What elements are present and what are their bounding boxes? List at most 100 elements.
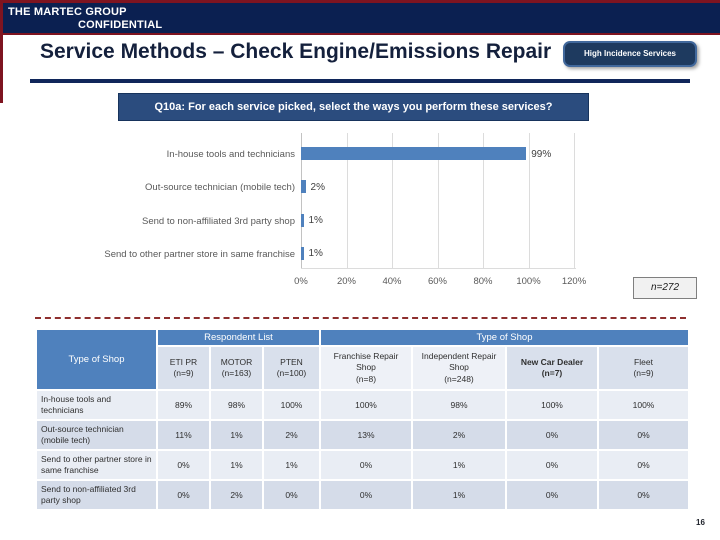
- table-value-cell: 1%: [211, 451, 262, 479]
- chart-category-label: Send to non-affiliated 3rd party shop: [142, 215, 295, 227]
- table-value-cell: 0%: [599, 421, 688, 449]
- column-header-n: (n=100): [276, 368, 307, 378]
- table-corner-header: Type of Shop: [37, 330, 156, 389]
- table-value-cell: 1%: [413, 481, 505, 509]
- table-value-cell: 0%: [264, 481, 319, 509]
- chart-gridline: [574, 133, 575, 268]
- table-value-cell: 98%: [211, 391, 262, 419]
- table-value-cell: 1%: [413, 451, 505, 479]
- table-value-cell: 0%: [158, 451, 209, 479]
- table-column-header: Franchise Repair Shop (n=8): [321, 347, 411, 389]
- table-column-header: ETI PR (n=9): [158, 347, 209, 389]
- x-axis-tick-label: 0%: [294, 276, 308, 287]
- chart-gridline: [392, 133, 393, 268]
- table-value-cell: 0%: [507, 451, 597, 479]
- table-value-cell: 100%: [321, 391, 411, 419]
- company-name: THE MARTEC GROUP: [8, 6, 127, 18]
- table-value-cell: 13%: [321, 421, 411, 449]
- table-row-label: Send to non-affiliated 3rd party shop: [37, 481, 156, 509]
- column-header-label: MOTOR: [220, 356, 253, 367]
- table-column-header: PTEN (n=100): [264, 347, 319, 389]
- table-value-cell: 98%: [413, 391, 505, 419]
- chart-gridline: [528, 133, 530, 268]
- table-value-cell: 11%: [158, 421, 209, 449]
- table-value-cell: 0%: [599, 451, 688, 479]
- column-header-label: PTEN: [280, 356, 303, 367]
- top-red-stripe: [0, 0, 720, 3]
- x-axis-tick-label: 20%: [336, 276, 356, 287]
- table-column-header: New Car Dealer (n=7): [507, 347, 597, 389]
- header-band-underline: [0, 33, 720, 35]
- chart-gridline: [346, 133, 348, 268]
- table-value-cell: 0%: [507, 421, 597, 449]
- column-header-n: (n=163): [221, 368, 252, 378]
- table-value-cell: 1%: [211, 421, 262, 449]
- table-column-header-row: ETI PR (n=9) MOTOR (n=163) PTEN (n=100) Franch…: [37, 347, 688, 389]
- chart-gridline: [437, 133, 439, 268]
- column-header-label: Franchise Repair Shop: [333, 351, 399, 373]
- chart-bar: [301, 180, 306, 194]
- table-value-cell: 1%: [264, 451, 319, 479]
- chart-bar: [301, 246, 304, 260]
- x-axis-tick-label: 120%: [561, 276, 587, 287]
- chart-gridline: [301, 133, 302, 268]
- table-value-cell: 89%: [158, 391, 209, 419]
- chart-category-label: Out-source technician (mobile tech): [145, 182, 295, 194]
- column-header-n: (n=8): [355, 373, 377, 384]
- table-value-cell: 0%: [321, 451, 411, 479]
- table-row: Out-source technician (mobile tech) 11% 1%…: [37, 421, 688, 449]
- table-value-cell: 0%: [599, 481, 688, 509]
- column-header-label: Independent Repair Shop: [421, 351, 497, 373]
- page-title: Service Methods – Check Engine/Emissions…: [40, 40, 552, 63]
- table-row-label: In-house tools and technicians: [37, 391, 156, 419]
- column-header-label: New Car Dealer: [520, 356, 584, 367]
- table-value-cell: 100%: [599, 391, 688, 419]
- chart-gridline: [483, 133, 484, 268]
- table-row: Send to other partner store in same fran…: [37, 451, 688, 479]
- chart-bar: [301, 147, 527, 160]
- high-incidence-services-button[interactable]: High Incidence Services: [563, 41, 697, 67]
- chart-bar: [301, 213, 304, 227]
- column-header-label: ETI PR: [169, 356, 198, 367]
- table-value-cell: 2%: [264, 421, 319, 449]
- table-value-cell: 2%: [413, 421, 505, 449]
- table-column-header: Fleet (n=9): [599, 347, 688, 389]
- table-value-cell: 2%: [211, 481, 262, 509]
- table-group-header: Respondent List: [158, 330, 319, 345]
- table-value-cell: 0%: [507, 481, 597, 509]
- bar-value-label: 2%: [310, 181, 325, 193]
- left-red-stripe: [0, 0, 3, 103]
- table-column-header: Independent Repair Shop (n=248): [413, 347, 505, 389]
- table-group-header-row: Type of Shop Respondent List Type of Shop: [37, 330, 688, 389]
- table-value-cell: 100%: [264, 391, 319, 419]
- table-value-cell: 0%: [321, 481, 411, 509]
- table-column-header: MOTOR (n=163): [211, 347, 262, 389]
- chart-baseline: [301, 268, 576, 269]
- table-row: Send to non-affiliated 3rd party shop 0% 2…: [37, 481, 688, 509]
- chart-category-label: Send to other partner store in same fran…: [104, 248, 295, 260]
- table-value-cell: 0%: [158, 481, 209, 509]
- table-row-label: Send to other partner store in same fran…: [37, 451, 156, 479]
- table-row: In-house tools and technicians 89% 98% 100%…: [37, 391, 688, 419]
- table-group-header: Type of Shop: [321, 330, 688, 345]
- bar-chart: 0% 20% 40% 60% 80% 100% 120% In-house tools and…: [40, 133, 700, 293]
- x-axis-tick-label: 80%: [473, 276, 493, 287]
- results-table: Type of Shop Respondent List Type of Shop E…: [35, 328, 690, 511]
- table-value-cell: 100%: [507, 391, 597, 419]
- header-band: THE MARTEC GROUP CONFIDENTIAL: [0, 3, 720, 33]
- x-axis-tick-label: 100%: [516, 276, 541, 287]
- column-header-label: Fleet: [634, 356, 653, 367]
- dashed-divider: [35, 317, 686, 319]
- question-banner: Q10a: For each service picked, select th…: [118, 93, 589, 121]
- bar-value-label: 1%: [308, 248, 323, 260]
- bar-value-label: 1%: [308, 215, 323, 227]
- column-header-n: (n=9): [633, 368, 654, 378]
- sample-size-box: n=272: [633, 277, 697, 299]
- page-number: 16: [696, 518, 705, 527]
- table-row-label: Out-source technician (mobile tech): [37, 421, 156, 449]
- bar-value-label: 99%: [531, 148, 552, 160]
- column-header-n: (n=248): [444, 373, 474, 384]
- chart-category-label: In-house tools and technicians: [166, 149, 295, 160]
- confidential-label: CONFIDENTIAL: [78, 19, 163, 31]
